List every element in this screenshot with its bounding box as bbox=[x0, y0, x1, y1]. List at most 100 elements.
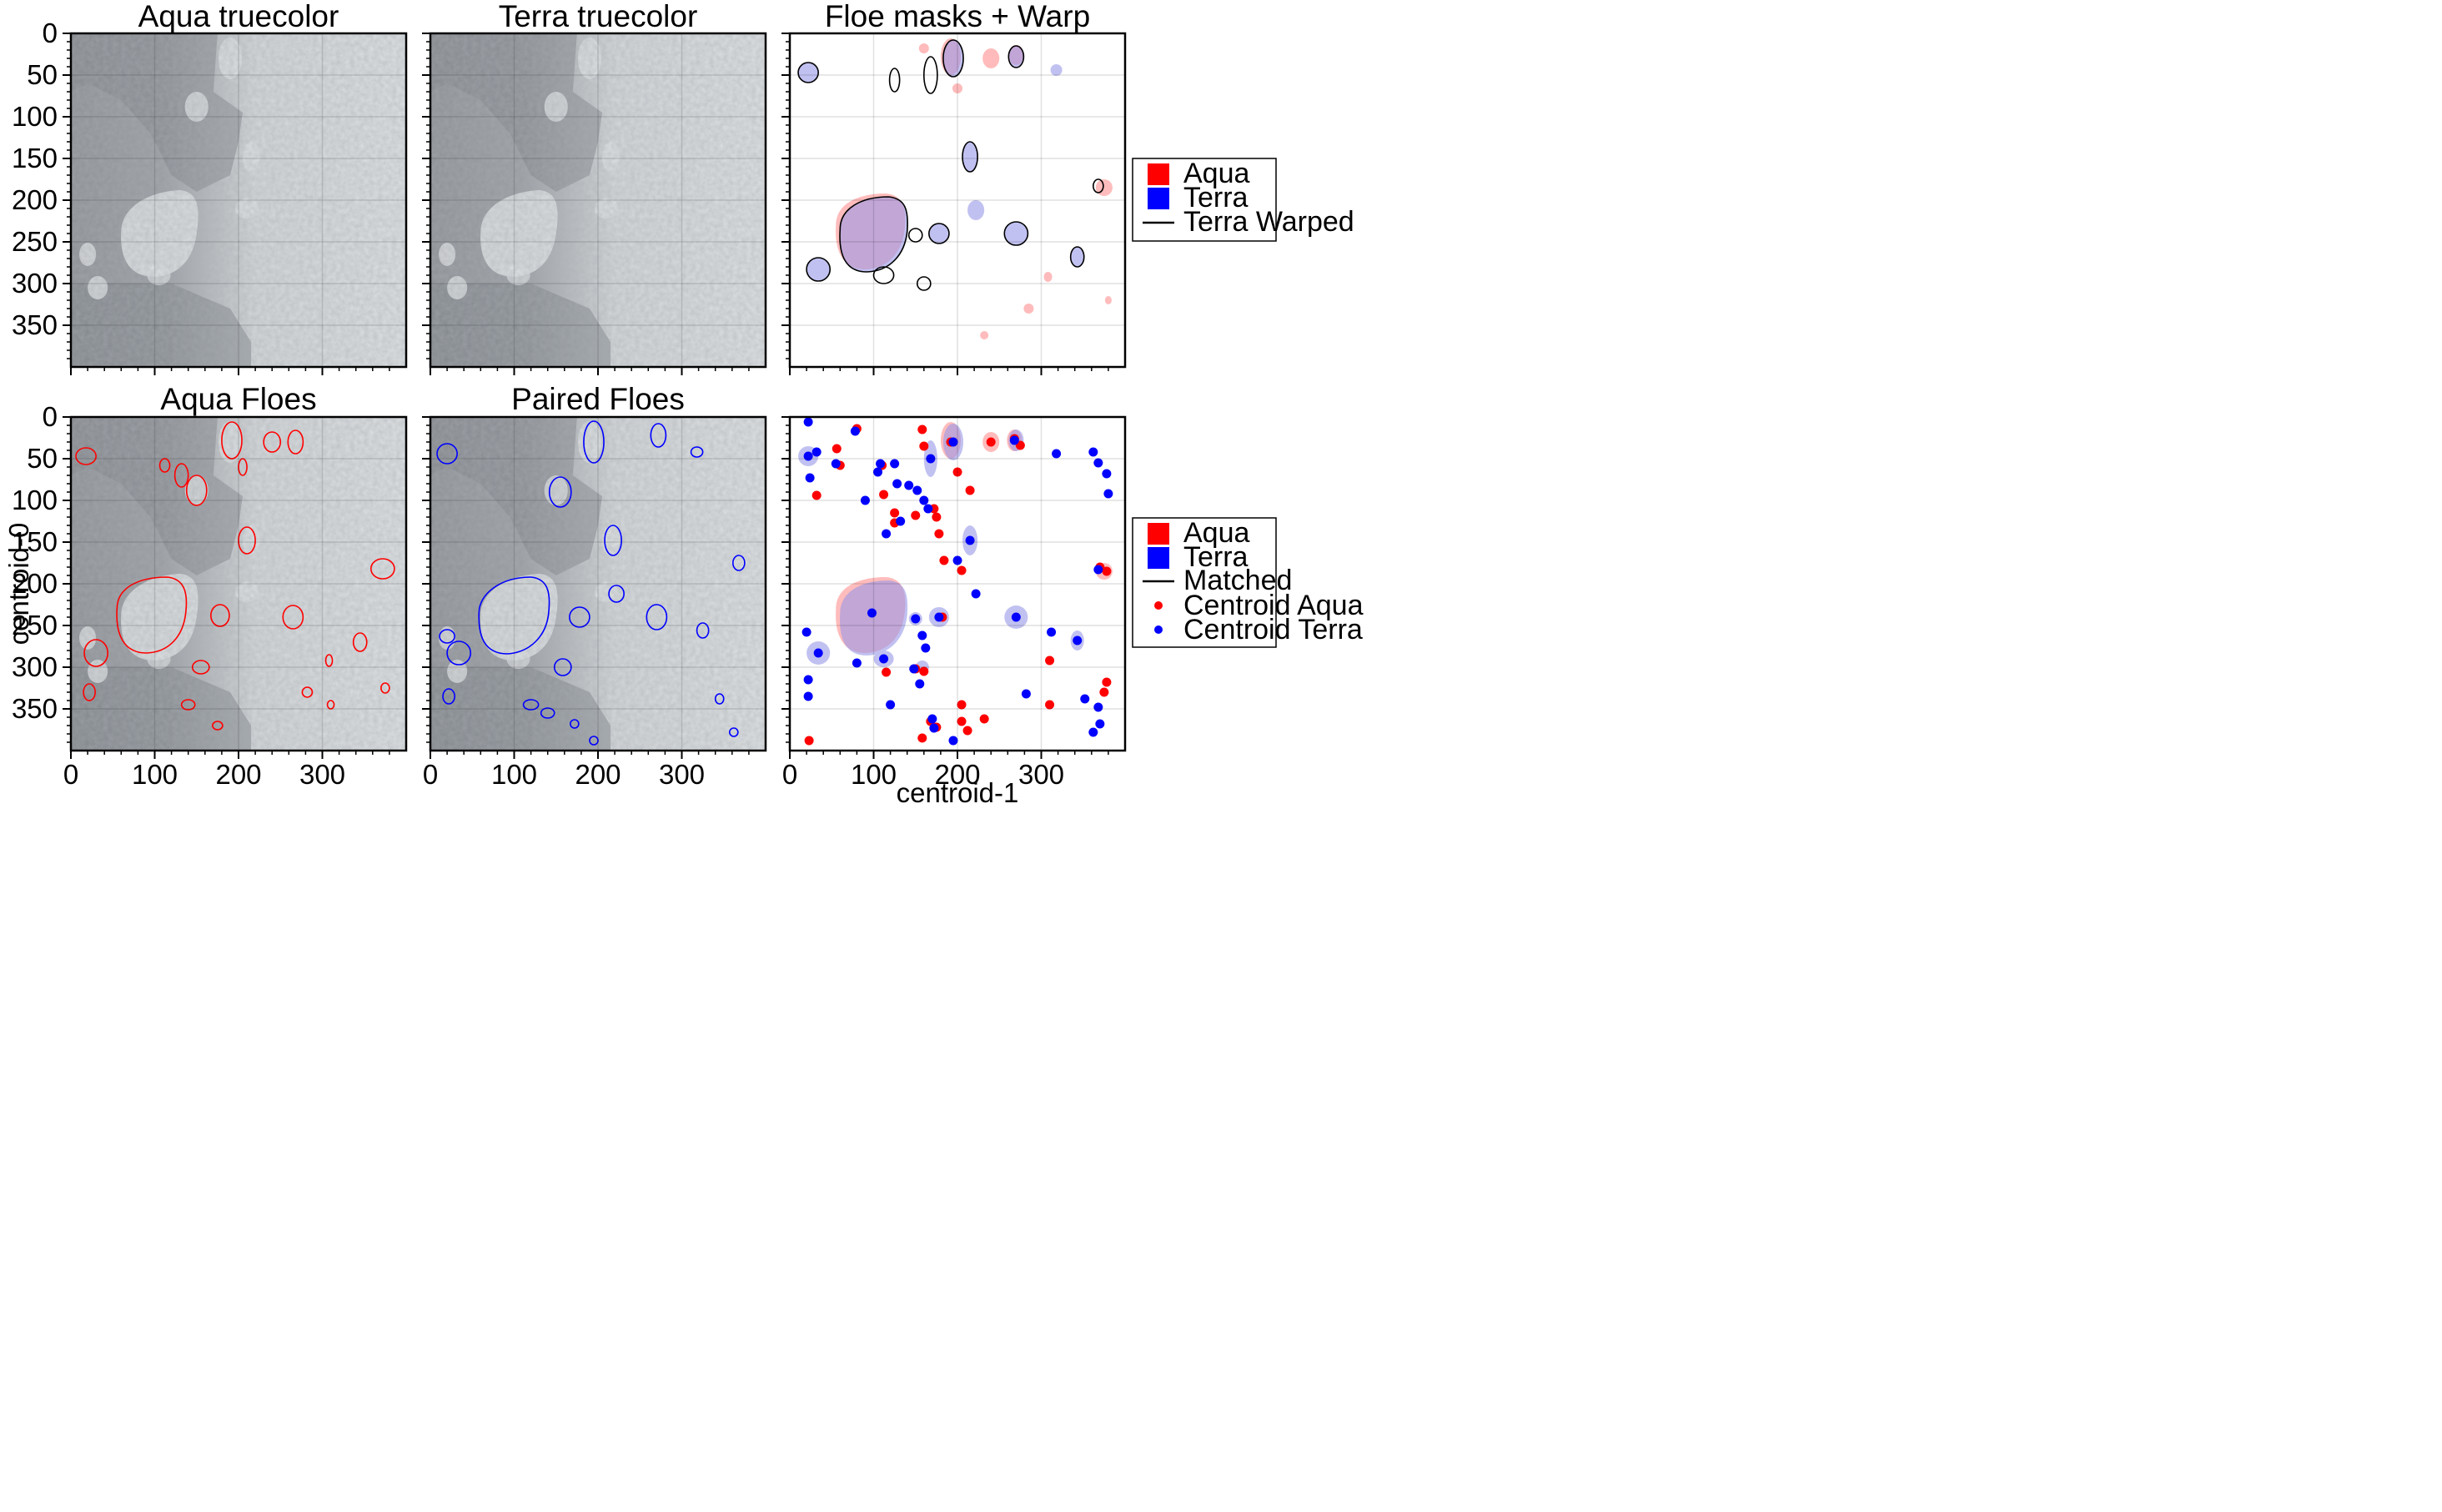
x-tick-label: 300 bbox=[659, 759, 705, 790]
x-tick-label: 200 bbox=[575, 759, 621, 790]
centroid-terra-point bbox=[803, 417, 813, 427]
x-tick-label: 0 bbox=[63, 759, 78, 790]
y-tick-label: 250 bbox=[12, 226, 58, 257]
centroid-aqua-point bbox=[879, 490, 889, 500]
centroid-aqua-point bbox=[939, 555, 949, 565]
centroid-terra-point bbox=[860, 495, 870, 505]
paired-floes-image bbox=[430, 417, 766, 751]
y-tick-label: 150 bbox=[12, 143, 58, 173]
centroid-aqua-point bbox=[934, 529, 944, 539]
legend-top: Aqua Terra Terra Warped bbox=[1132, 158, 1354, 242]
panel-title: Aqua Floes bbox=[160, 382, 316, 416]
centroid-terra-point bbox=[1095, 719, 1105, 729]
mask-layer bbox=[797, 38, 1113, 339]
centroid-terra-point bbox=[886, 700, 896, 710]
y-tick-label: 300 bbox=[12, 651, 58, 682]
x-tick-label: 300 bbox=[299, 759, 345, 790]
centroid-terra-point bbox=[1011, 612, 1021, 622]
centroid-terra-point bbox=[1093, 458, 1103, 468]
x-tick-label: 100 bbox=[132, 759, 178, 790]
centroid-terra-point bbox=[1088, 727, 1098, 737]
centroid-aqua-point bbox=[811, 490, 822, 500]
centroid-aqua-point bbox=[957, 716, 967, 726]
centroid-terra-point bbox=[1093, 565, 1103, 575]
centroid-terra-point bbox=[952, 555, 962, 565]
centroid-aqua-point bbox=[919, 441, 929, 451]
centroid-terra-point bbox=[803, 451, 813, 461]
centroid-terra-point bbox=[921, 643, 931, 653]
centroid-terra-point bbox=[917, 630, 927, 640]
legend-dot-centroid-aqua bbox=[1154, 601, 1163, 610]
x-tick-label: 200 bbox=[934, 759, 980, 790]
x-tick-label: 100 bbox=[491, 759, 537, 790]
centroid-aqua-point bbox=[1102, 566, 1112, 576]
legend-label-centroid-aqua: Centroid Aqua bbox=[1183, 590, 1364, 621]
terra-floe-contours bbox=[436, 420, 746, 746]
y-tick-label: 50 bbox=[27, 59, 58, 90]
centroid-aqua-point bbox=[979, 714, 989, 724]
centroid-terra-point bbox=[1103, 489, 1113, 499]
centroid-terra-point bbox=[948, 736, 958, 746]
centroid-terra-point bbox=[882, 529, 892, 539]
legend-label-terra: Terra bbox=[1183, 182, 1249, 213]
centroid-aqua-point bbox=[957, 700, 967, 710]
legend-label-centroid-terra: Centroid Terra bbox=[1183, 614, 1363, 645]
terra-masks bbox=[798, 424, 1084, 674]
y-tick-label: 350 bbox=[12, 309, 58, 340]
centroid-terra-point bbox=[909, 664, 919, 674]
centroid-terra-point bbox=[1102, 469, 1112, 479]
centroid-terra-point bbox=[890, 459, 900, 469]
y-tick-label: 100 bbox=[12, 485, 58, 515]
centroid-terra-point bbox=[831, 459, 841, 469]
legend-label-matched: Matched bbox=[1183, 565, 1292, 596]
centroid-terra-point bbox=[803, 691, 813, 701]
centroid-aqua-point bbox=[882, 667, 892, 677]
centroid-terra-point bbox=[813, 648, 823, 658]
legend-swatch-aqua bbox=[1148, 163, 1169, 185]
centroid-terra-point bbox=[1080, 694, 1090, 704]
aqua-floe-contours bbox=[75, 421, 395, 731]
centroid-aqua-point bbox=[917, 424, 927, 435]
centroid-terra-point bbox=[965, 535, 975, 545]
centroid-terra-point bbox=[1052, 449, 1062, 459]
centroid-aqua-point bbox=[1099, 687, 1109, 697]
x-axis-label: centroid-1 bbox=[897, 777, 1019, 808]
x-tick-label: 0 bbox=[782, 759, 797, 790]
centroid-terra-point bbox=[948, 437, 958, 447]
centroid-terra-point bbox=[811, 447, 822, 457]
panel-paired-floes: Paired Floes bbox=[429, 382, 767, 752]
legend-dot-centroid-terra bbox=[1154, 625, 1163, 634]
centroid-aqua-point bbox=[890, 508, 900, 518]
centroid-terra-point bbox=[1009, 435, 1019, 445]
y-tick-label: 200 bbox=[12, 184, 58, 215]
panel-title: Floe masks + Warp bbox=[825, 0, 1090, 33]
centroid-terra-point bbox=[876, 459, 886, 469]
centroid-terra-point bbox=[1073, 635, 1083, 645]
centroid-aqua-point bbox=[986, 437, 996, 447]
panel-title: Aqua truecolor bbox=[138, 0, 339, 33]
y-tick-label: 250 bbox=[12, 610, 58, 640]
y-tick-label: 0 bbox=[43, 18, 58, 48]
y-tick-label: 150 bbox=[12, 526, 58, 557]
centroid-terra-point bbox=[923, 504, 933, 514]
centroid-terra-point bbox=[971, 589, 981, 599]
centroid-terra-point bbox=[1093, 702, 1103, 712]
y-tick-label: 300 bbox=[12, 268, 58, 299]
x-tick-label: 0 bbox=[423, 759, 438, 790]
centroid-terra-point bbox=[929, 723, 939, 733]
legend-swatch-aqua bbox=[1148, 523, 1169, 545]
legend-label-terra: Terra bbox=[1183, 541, 1249, 573]
centroid-terra-point bbox=[926, 454, 936, 464]
centroid-points bbox=[801, 417, 1113, 746]
warped-outlines bbox=[797, 39, 1104, 291]
terra-masks bbox=[798, 40, 1084, 281]
centroid-aqua-point bbox=[917, 733, 927, 743]
centroid-aqua-point bbox=[932, 512, 942, 522]
centroid-terra-point bbox=[904, 480, 914, 490]
centroid-terra-point bbox=[1088, 447, 1098, 457]
centroid-terra-point bbox=[911, 614, 921, 624]
panel-title: Terra truecolor bbox=[499, 0, 698, 33]
panel-centroids bbox=[788, 415, 1127, 752]
y-tick-label: 50 bbox=[27, 443, 58, 474]
